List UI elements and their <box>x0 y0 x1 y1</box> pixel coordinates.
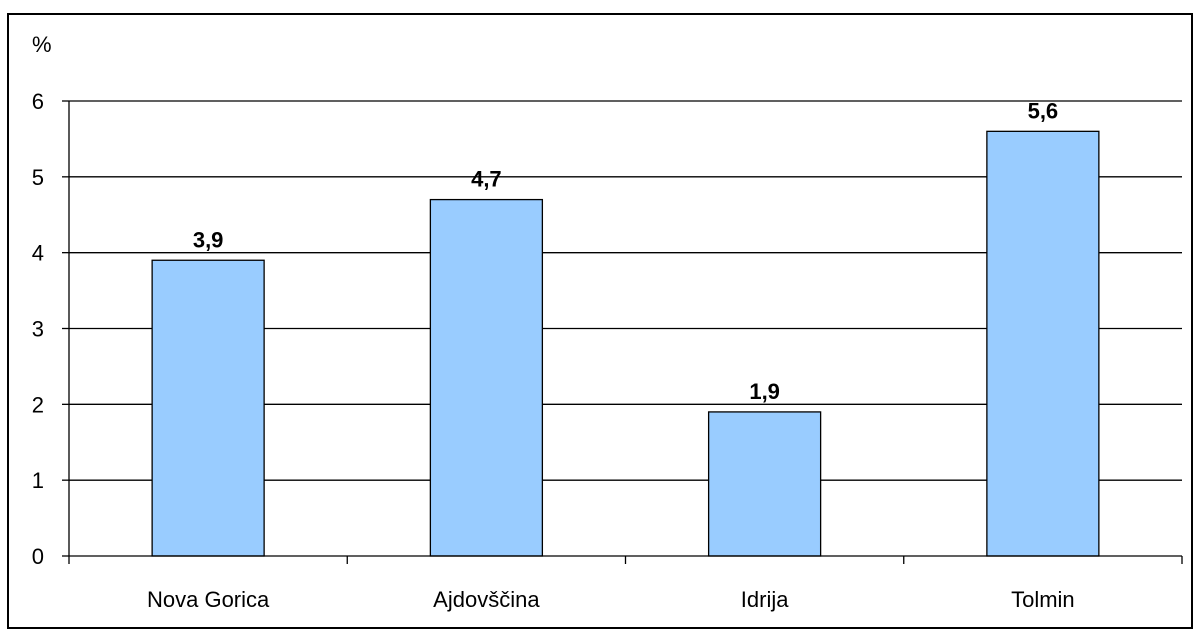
data-label: 1,9 <box>749 379 780 404</box>
y-tick-label: 3 <box>32 317 44 342</box>
data-label: 3,9 <box>193 227 224 252</box>
data-label: 4,7 <box>471 167 502 192</box>
y-tick-label: 4 <box>32 241 44 266</box>
x-category-label: Idrija <box>741 587 789 612</box>
bar-nova-gorica <box>151 259 265 557</box>
bar-idrija <box>707 411 822 557</box>
y-tick-label: 6 <box>32 89 44 114</box>
y-axis-ticks: 0 1 2 3 4 5 6 <box>32 89 70 569</box>
x-category-label: Nova Gorica <box>147 587 270 612</box>
y-tick-label: 2 <box>32 392 44 417</box>
bar-tolmin <box>986 130 1100 557</box>
x-axis: Nova Gorica Ajdovščina Idrija Tolmin <box>68 555 1183 612</box>
y-tick-label: 5 <box>32 165 44 190</box>
data-label: 5,6 <box>1028 98 1059 123</box>
y-tick-label: 1 <box>32 468 44 493</box>
y-tick-label: 0 <box>32 544 44 569</box>
data-labels: 3,9 4,7 1,9 5,6 <box>193 98 1058 404</box>
bars <box>151 130 1100 557</box>
bar-ajdov-ina <box>429 198 544 557</box>
y-axis-unit-label: % <box>32 32 52 57</box>
x-category-label: Ajdovščina <box>433 587 540 612</box>
x-category-label: Tolmin <box>1011 587 1075 612</box>
